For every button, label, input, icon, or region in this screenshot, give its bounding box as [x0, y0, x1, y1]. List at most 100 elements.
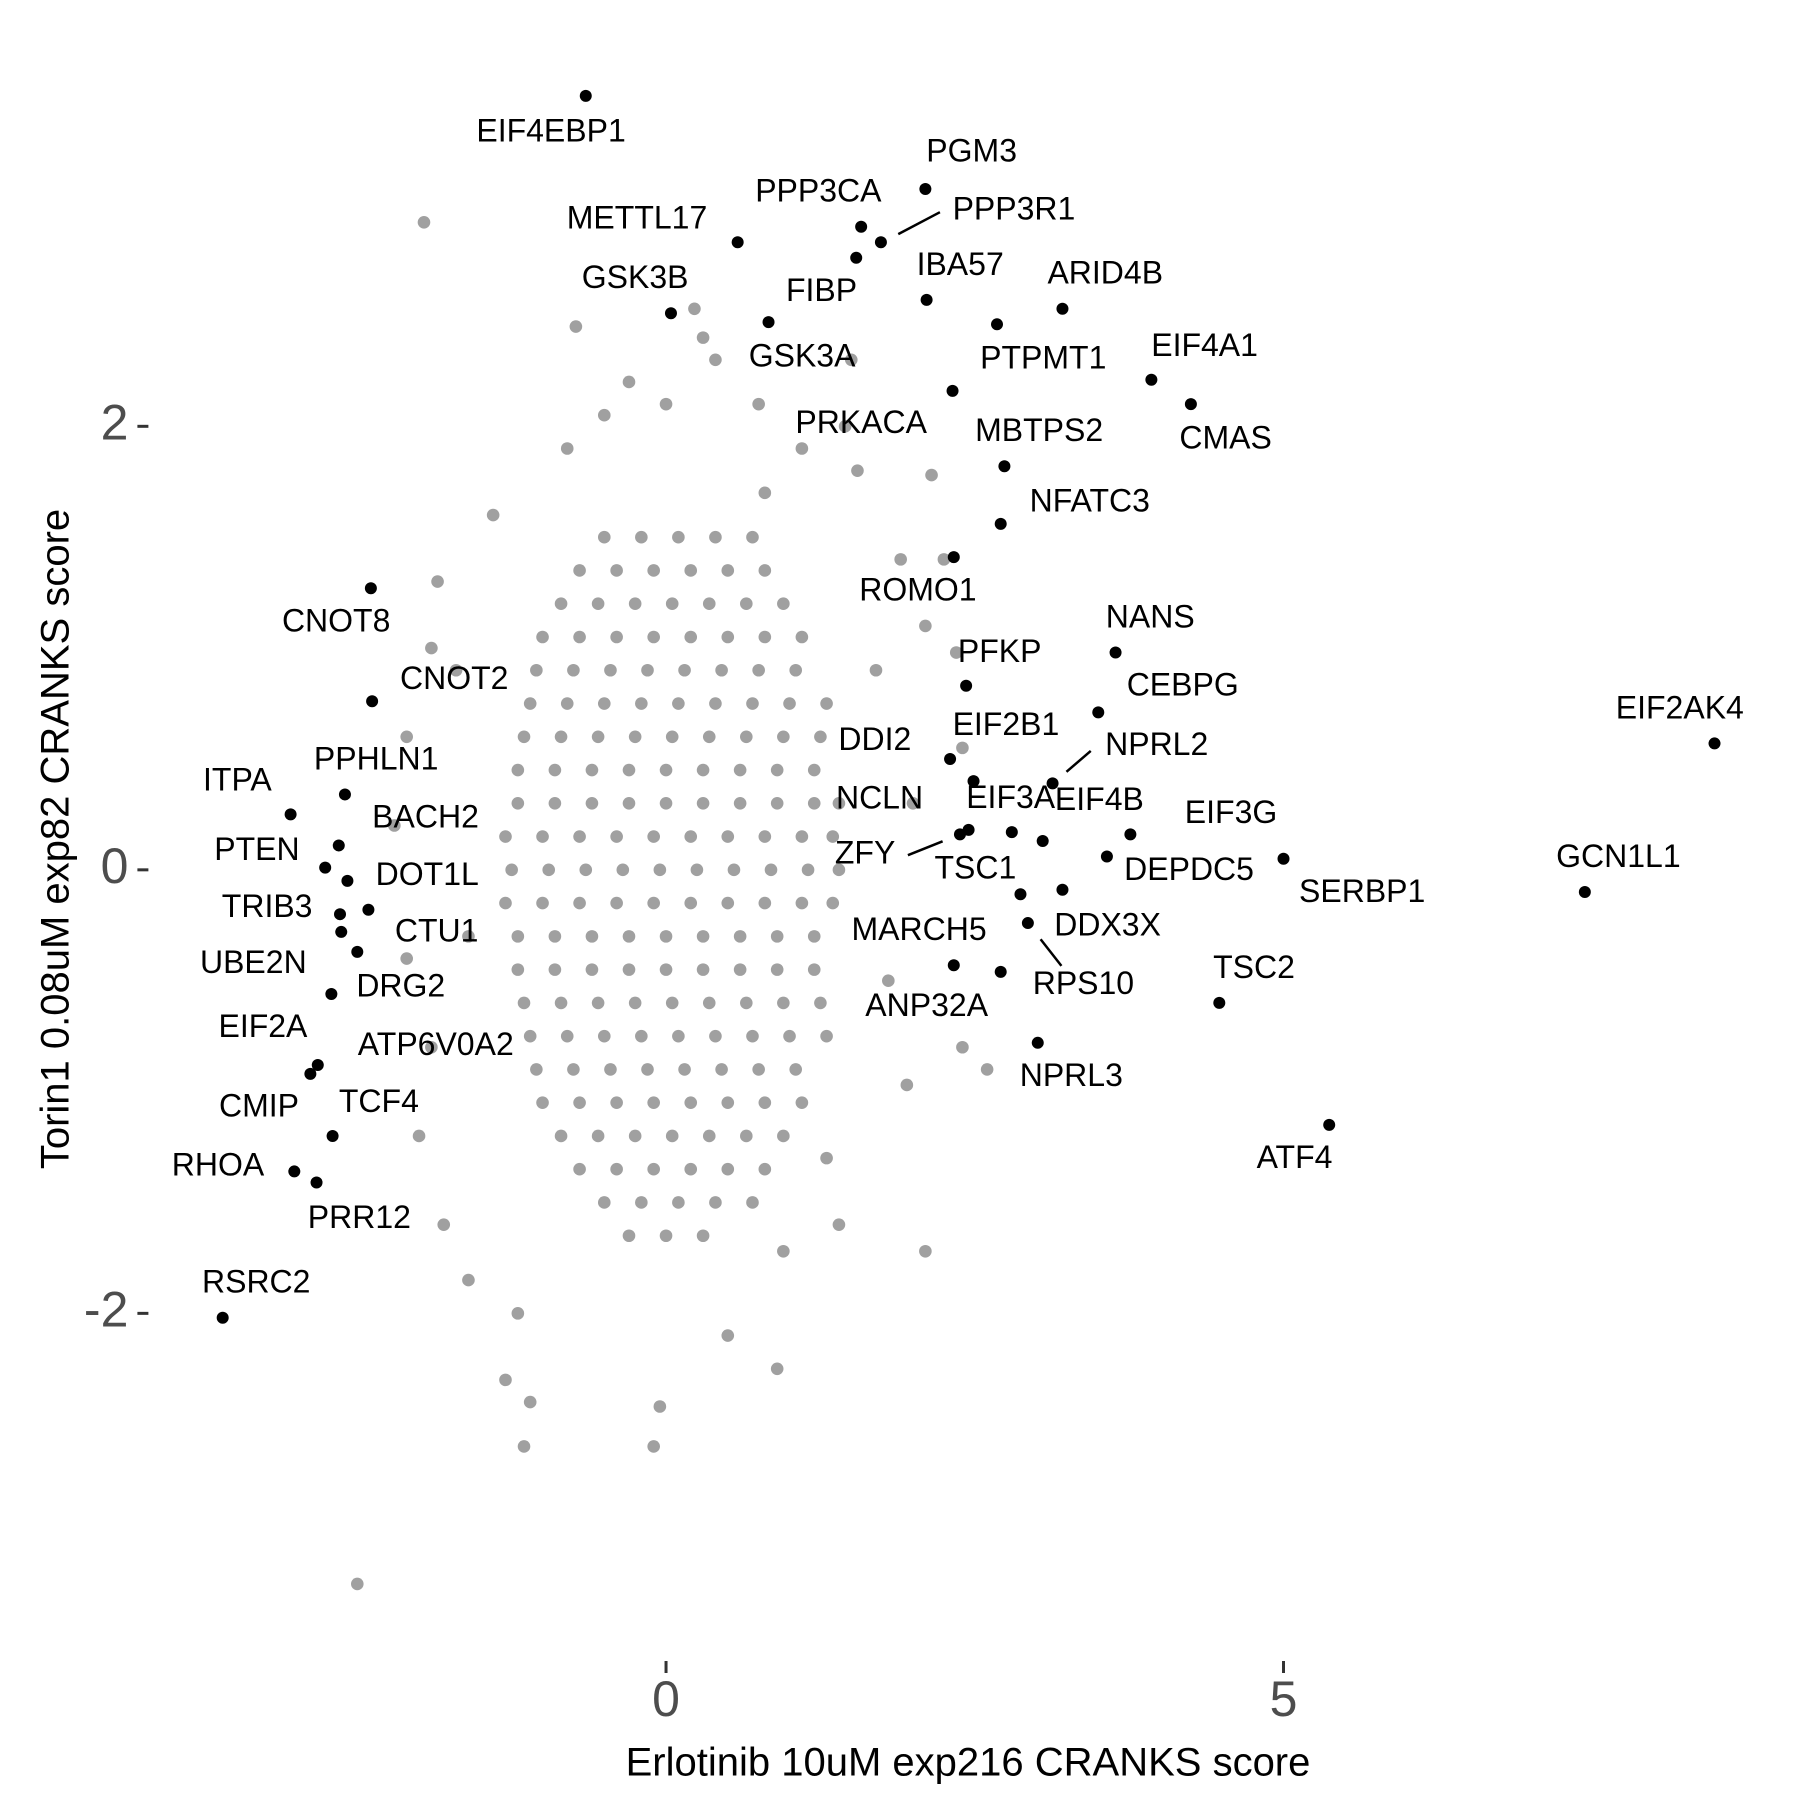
highlight-point — [338, 788, 351, 801]
point — [715, 663, 728, 677]
point — [678, 1063, 691, 1076]
highlight-point — [1036, 835, 1049, 848]
point — [746, 530, 759, 544]
point — [919, 619, 932, 633]
highlight-point — [850, 251, 863, 264]
point — [573, 630, 586, 644]
highlight-point — [855, 220, 868, 233]
point — [628, 730, 642, 744]
highlight-point — [1124, 828, 1137, 841]
point — [758, 630, 772, 644]
point — [579, 863, 593, 877]
point — [573, 896, 586, 910]
point — [523, 1029, 537, 1043]
point — [591, 597, 605, 611]
point-label: ROMO1 — [859, 571, 976, 607]
point — [610, 630, 623, 644]
point — [770, 930, 784, 943]
point — [536, 1096, 549, 1109]
point — [807, 930, 821, 943]
label-connector — [1065, 750, 1092, 773]
point — [659, 1229, 673, 1243]
point-label: IBA57 — [917, 246, 1004, 282]
highlight-point — [1014, 888, 1027, 901]
point — [709, 1029, 722, 1043]
point — [789, 663, 803, 677]
point — [591, 1129, 605, 1143]
point — [851, 464, 864, 477]
point-label: METTL17 — [567, 200, 707, 236]
highlight-point — [1021, 917, 1034, 930]
point — [597, 1196, 611, 1209]
point — [906, 797, 920, 810]
highlight-point — [919, 183, 932, 196]
point — [894, 553, 907, 566]
point — [684, 896, 698, 910]
point — [425, 1040, 438, 1054]
point — [746, 697, 759, 710]
point — [585, 797, 599, 810]
point — [647, 896, 660, 910]
highlight-point — [920, 293, 933, 306]
point — [647, 830, 660, 843]
highlight-point — [960, 679, 973, 692]
point — [628, 996, 642, 1010]
point — [721, 1096, 735, 1109]
point — [702, 730, 716, 744]
point-label: SERBP1 — [1299, 873, 1425, 909]
point — [511, 930, 525, 943]
point — [696, 963, 710, 976]
highlight-point — [947, 551, 960, 564]
point — [733, 763, 747, 777]
highlight-point — [216, 1311, 229, 1324]
highlight-point — [366, 695, 379, 708]
point-label: ANP32A — [865, 987, 988, 1023]
point-label: UBE2N — [200, 944, 307, 980]
point — [585, 763, 599, 777]
point — [795, 442, 809, 455]
point — [628, 1129, 642, 1143]
highlight-point — [994, 965, 1007, 978]
point — [832, 1218, 846, 1231]
point — [702, 597, 716, 611]
highlight-point — [998, 460, 1011, 473]
point — [628, 597, 642, 611]
point — [777, 996, 790, 1010]
point — [388, 819, 401, 832]
point-label: GSK3B — [582, 259, 689, 295]
point — [770, 1362, 784, 1376]
point — [696, 797, 710, 810]
point — [511, 763, 525, 777]
point — [770, 797, 784, 810]
point-label: DRG2 — [356, 968, 445, 1004]
point — [597, 1029, 611, 1043]
highlight-point — [310, 1176, 323, 1189]
point — [678, 663, 691, 677]
highlight-point — [341, 874, 354, 887]
point — [511, 1307, 525, 1320]
point — [980, 1063, 994, 1076]
highlight-point — [1046, 777, 1059, 790]
point — [517, 1440, 531, 1453]
point — [536, 896, 549, 910]
point-label: PPP3R1 — [953, 190, 1076, 226]
point — [721, 1162, 735, 1176]
highlight-point — [1145, 373, 1158, 386]
highlight-point — [1213, 996, 1226, 1009]
highlight-point — [288, 1165, 301, 1178]
point-label: EIF3G — [1185, 794, 1277, 830]
point — [659, 397, 673, 411]
point-label: MARCH5 — [852, 911, 987, 947]
point — [733, 797, 747, 810]
highlight-point — [311, 1058, 324, 1071]
point — [684, 630, 698, 644]
point-label: EIF2AK4 — [1616, 689, 1744, 725]
point-label: NCLN — [836, 779, 923, 815]
point-label: ATP6V0A2 — [358, 1026, 514, 1062]
point-label: TSC1 — [934, 849, 1016, 885]
point — [548, 763, 562, 777]
highlight-point — [991, 318, 1004, 331]
highlight-point — [947, 959, 960, 972]
point — [814, 996, 827, 1010]
